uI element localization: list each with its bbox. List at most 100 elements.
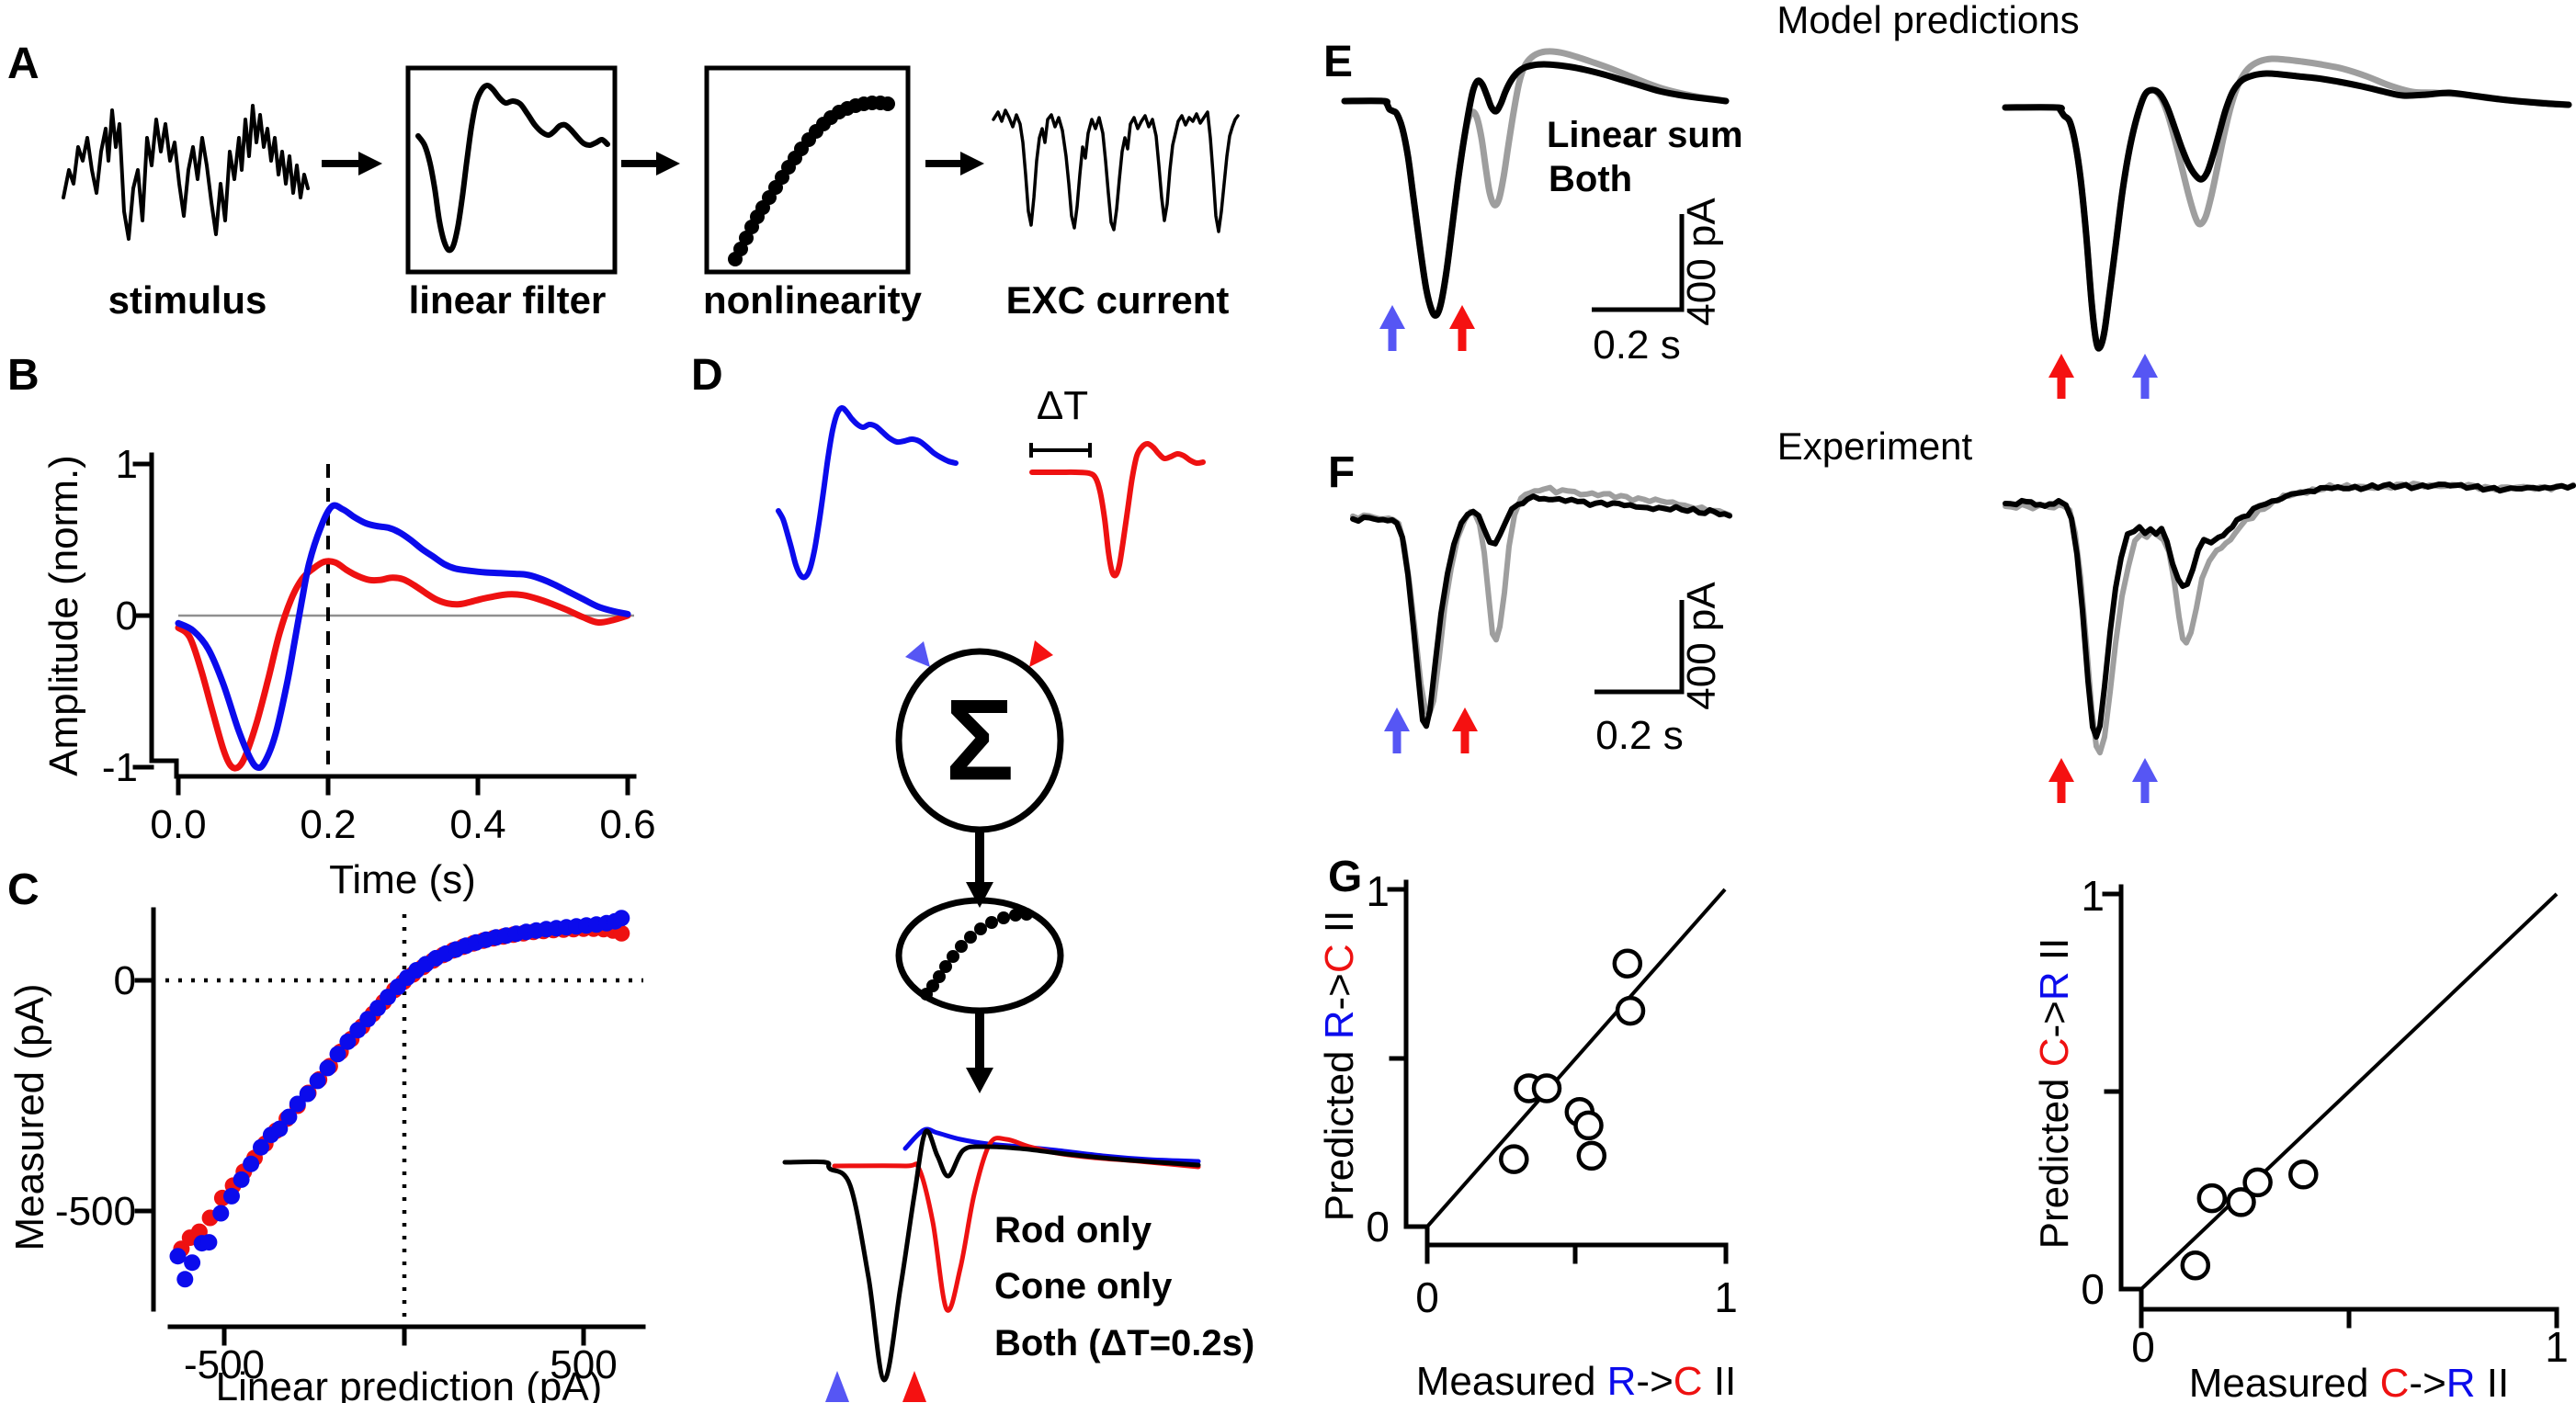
b-xtick-04: 0.4 bbox=[449, 802, 505, 847]
arrow-head bbox=[1449, 305, 1475, 329]
e-right-cone-flash-arrow bbox=[2048, 354, 2074, 399]
d-nonlinearity-dot bbox=[985, 916, 998, 929]
panel-c: C 0 -500 -500 500 Linear prediction (pA)… bbox=[7, 866, 646, 1403]
g-right-ylabel: Predicted C->R II bbox=[2032, 938, 2077, 1250]
e-scale-bar bbox=[1592, 214, 1685, 312]
rod-scatter-point bbox=[299, 1085, 316, 1103]
c-rod-points bbox=[169, 910, 630, 1288]
g-left-cell-point bbox=[1576, 1140, 1607, 1171]
g-left-xlabel-from: R bbox=[1607, 1359, 1637, 1403]
e-legend-both: Both bbox=[1549, 159, 1632, 199]
g-right-ytick-1: 1 bbox=[2081, 872, 2105, 920]
g-right-points bbox=[2180, 1160, 2319, 1281]
panel-f-label: F bbox=[1328, 448, 1355, 497]
g-left-unity-line bbox=[1425, 888, 1727, 1228]
g-right-xtick-0: 0 bbox=[2131, 1323, 2155, 1371]
nonlinearity-dot bbox=[880, 96, 895, 111]
g-right-ylabel-arrow: -> bbox=[2032, 1001, 2077, 1037]
c-ytick-0: 0 bbox=[114, 958, 136, 1003]
d-nonlinearity-dot bbox=[926, 979, 939, 992]
g-right-cell-point bbox=[2242, 1167, 2273, 1198]
rod-scatter-point bbox=[319, 1059, 336, 1077]
d-cone-flash-marker bbox=[902, 1371, 926, 1402]
f-right-rod-flash-arrow bbox=[2132, 758, 2158, 803]
d-cone-filter-trace bbox=[1029, 440, 1206, 579]
d-nonlinearity-dot bbox=[955, 940, 968, 953]
arrow-head bbox=[2132, 758, 2158, 782]
rod-scatter-point bbox=[243, 1155, 260, 1172]
d-nonlinearity-dot bbox=[997, 911, 1010, 924]
f-scale-bar bbox=[1594, 600, 1685, 695]
rod-scatter-point bbox=[359, 1011, 377, 1028]
g-right-xlabel-suffix: II bbox=[2476, 1361, 2510, 1403]
linear-filter-box bbox=[405, 65, 618, 275]
g-left-xtick-1: 1 bbox=[1714, 1273, 1738, 1321]
arrow-head bbox=[1379, 305, 1405, 329]
c-xtick-500: 500 bbox=[550, 1342, 617, 1387]
e-scale-bar-vertical-label: 400 pA bbox=[1679, 198, 1724, 326]
d-output-rod-trace bbox=[902, 1126, 1201, 1164]
rod-scatter-point bbox=[329, 1046, 346, 1063]
arrow-head bbox=[2048, 758, 2074, 782]
rod-scatter-point bbox=[369, 1000, 387, 1017]
d-nonlinearity-dot bbox=[947, 950, 959, 963]
b-xtick-02: 0.2 bbox=[300, 802, 356, 847]
g-left-cell-point bbox=[1573, 1110, 1604, 1141]
rod-scatter-point bbox=[280, 1108, 298, 1126]
f-scale-bar-horizontal-label: 0.2 s bbox=[1595, 713, 1683, 758]
rod-scatter-point bbox=[253, 1138, 269, 1156]
stage-label-stimulus: stimulus bbox=[108, 278, 267, 322]
c-ticks bbox=[134, 978, 586, 1346]
e-left-cone-flash-arrow bbox=[1449, 305, 1475, 351]
rod-scatter-point bbox=[223, 1187, 240, 1205]
linear-filter-trace bbox=[415, 83, 610, 254]
nonlinearity-box bbox=[704, 65, 911, 275]
g-right-cell-point bbox=[2196, 1182, 2228, 1214]
g-right-unity-line bbox=[2139, 892, 2559, 1291]
d-red-input-arrow-stem bbox=[1044, 597, 1084, 649]
panel-a-label: A bbox=[7, 40, 40, 88]
c-xtick-neg500: -500 bbox=[184, 1342, 265, 1387]
c-xlabel: Linear prediction (pA) bbox=[216, 1364, 603, 1403]
stage-label-nonlinearity: nonlinearity bbox=[703, 278, 923, 322]
rod-scatter-point bbox=[212, 1205, 230, 1222]
g-left-xlabel-arrow: -> bbox=[1636, 1359, 1673, 1403]
nonlinearity-dot bbox=[733, 242, 748, 256]
g-left-ylabel-from: R bbox=[1317, 1010, 1362, 1039]
e-right-rod-flash-arrow bbox=[2132, 354, 2158, 399]
b-ytick-neg1: -1 bbox=[102, 745, 138, 790]
panel-g-right: 1 0 0 1 Measured C->R II Predicted C->R … bbox=[2032, 872, 2569, 1403]
d-output-both-trace bbox=[782, 1128, 1201, 1383]
g-left-xlabel: Measured R->C II bbox=[1416, 1359, 1737, 1403]
b-ytick-1: 1 bbox=[116, 442, 138, 487]
c-ytick-neg500: -500 bbox=[55, 1189, 136, 1234]
d-arrow-sum-to-nl-head bbox=[966, 882, 993, 908]
d-arrow-nl-to-output-head bbox=[966, 1068, 993, 1093]
panel-c-label: C bbox=[7, 866, 40, 914]
b-xtick-0: 0.0 bbox=[150, 802, 206, 847]
summation-circle bbox=[895, 648, 1064, 833]
arrow-head bbox=[1384, 707, 1410, 731]
g-right-xlabel-arrow: -> bbox=[2409, 1361, 2445, 1403]
g-left-cell-point bbox=[1499, 1144, 1529, 1174]
panel-d: D ΔT Σ Rod only Cone only Both (ΔT=0.2s) bbox=[691, 351, 1254, 1402]
g-left-ylabel-arrow: -> bbox=[1317, 973, 1362, 1010]
g-left-cell-point bbox=[1531, 1073, 1562, 1103]
g-right-cell-point bbox=[2288, 1160, 2319, 1190]
g-left-ylabel: Predicted R->C II bbox=[1317, 911, 1362, 1222]
rod-scatter-point bbox=[339, 1033, 357, 1050]
f-right-both-trace bbox=[2003, 481, 2576, 741]
d-legend-both: Both (ΔT=0.2s) bbox=[994, 1323, 1254, 1363]
rod-scatter-point bbox=[169, 1248, 187, 1265]
d-red-input-arrow-head bbox=[1029, 640, 1053, 667]
sigma-symbol: Σ bbox=[945, 677, 1014, 805]
g-left-ylabel-to: C bbox=[1317, 944, 1362, 973]
g-right-ylabel-suffix: II bbox=[2032, 938, 2077, 972]
b-xlabel: Time (s) bbox=[329, 857, 476, 902]
panel-b: B 1 0 -1 0.0 0.2 0.4 0.6 Time (s) Amplit… bbox=[7, 351, 656, 902]
rod-filter-curve bbox=[175, 502, 631, 772]
b-ylabel: Amplitude (norm.) bbox=[41, 455, 86, 776]
nonlinearity-dot bbox=[739, 231, 754, 245]
d-nonlinearity-dot bbox=[964, 931, 977, 944]
g-left-ytick-0: 0 bbox=[1366, 1203, 1390, 1250]
